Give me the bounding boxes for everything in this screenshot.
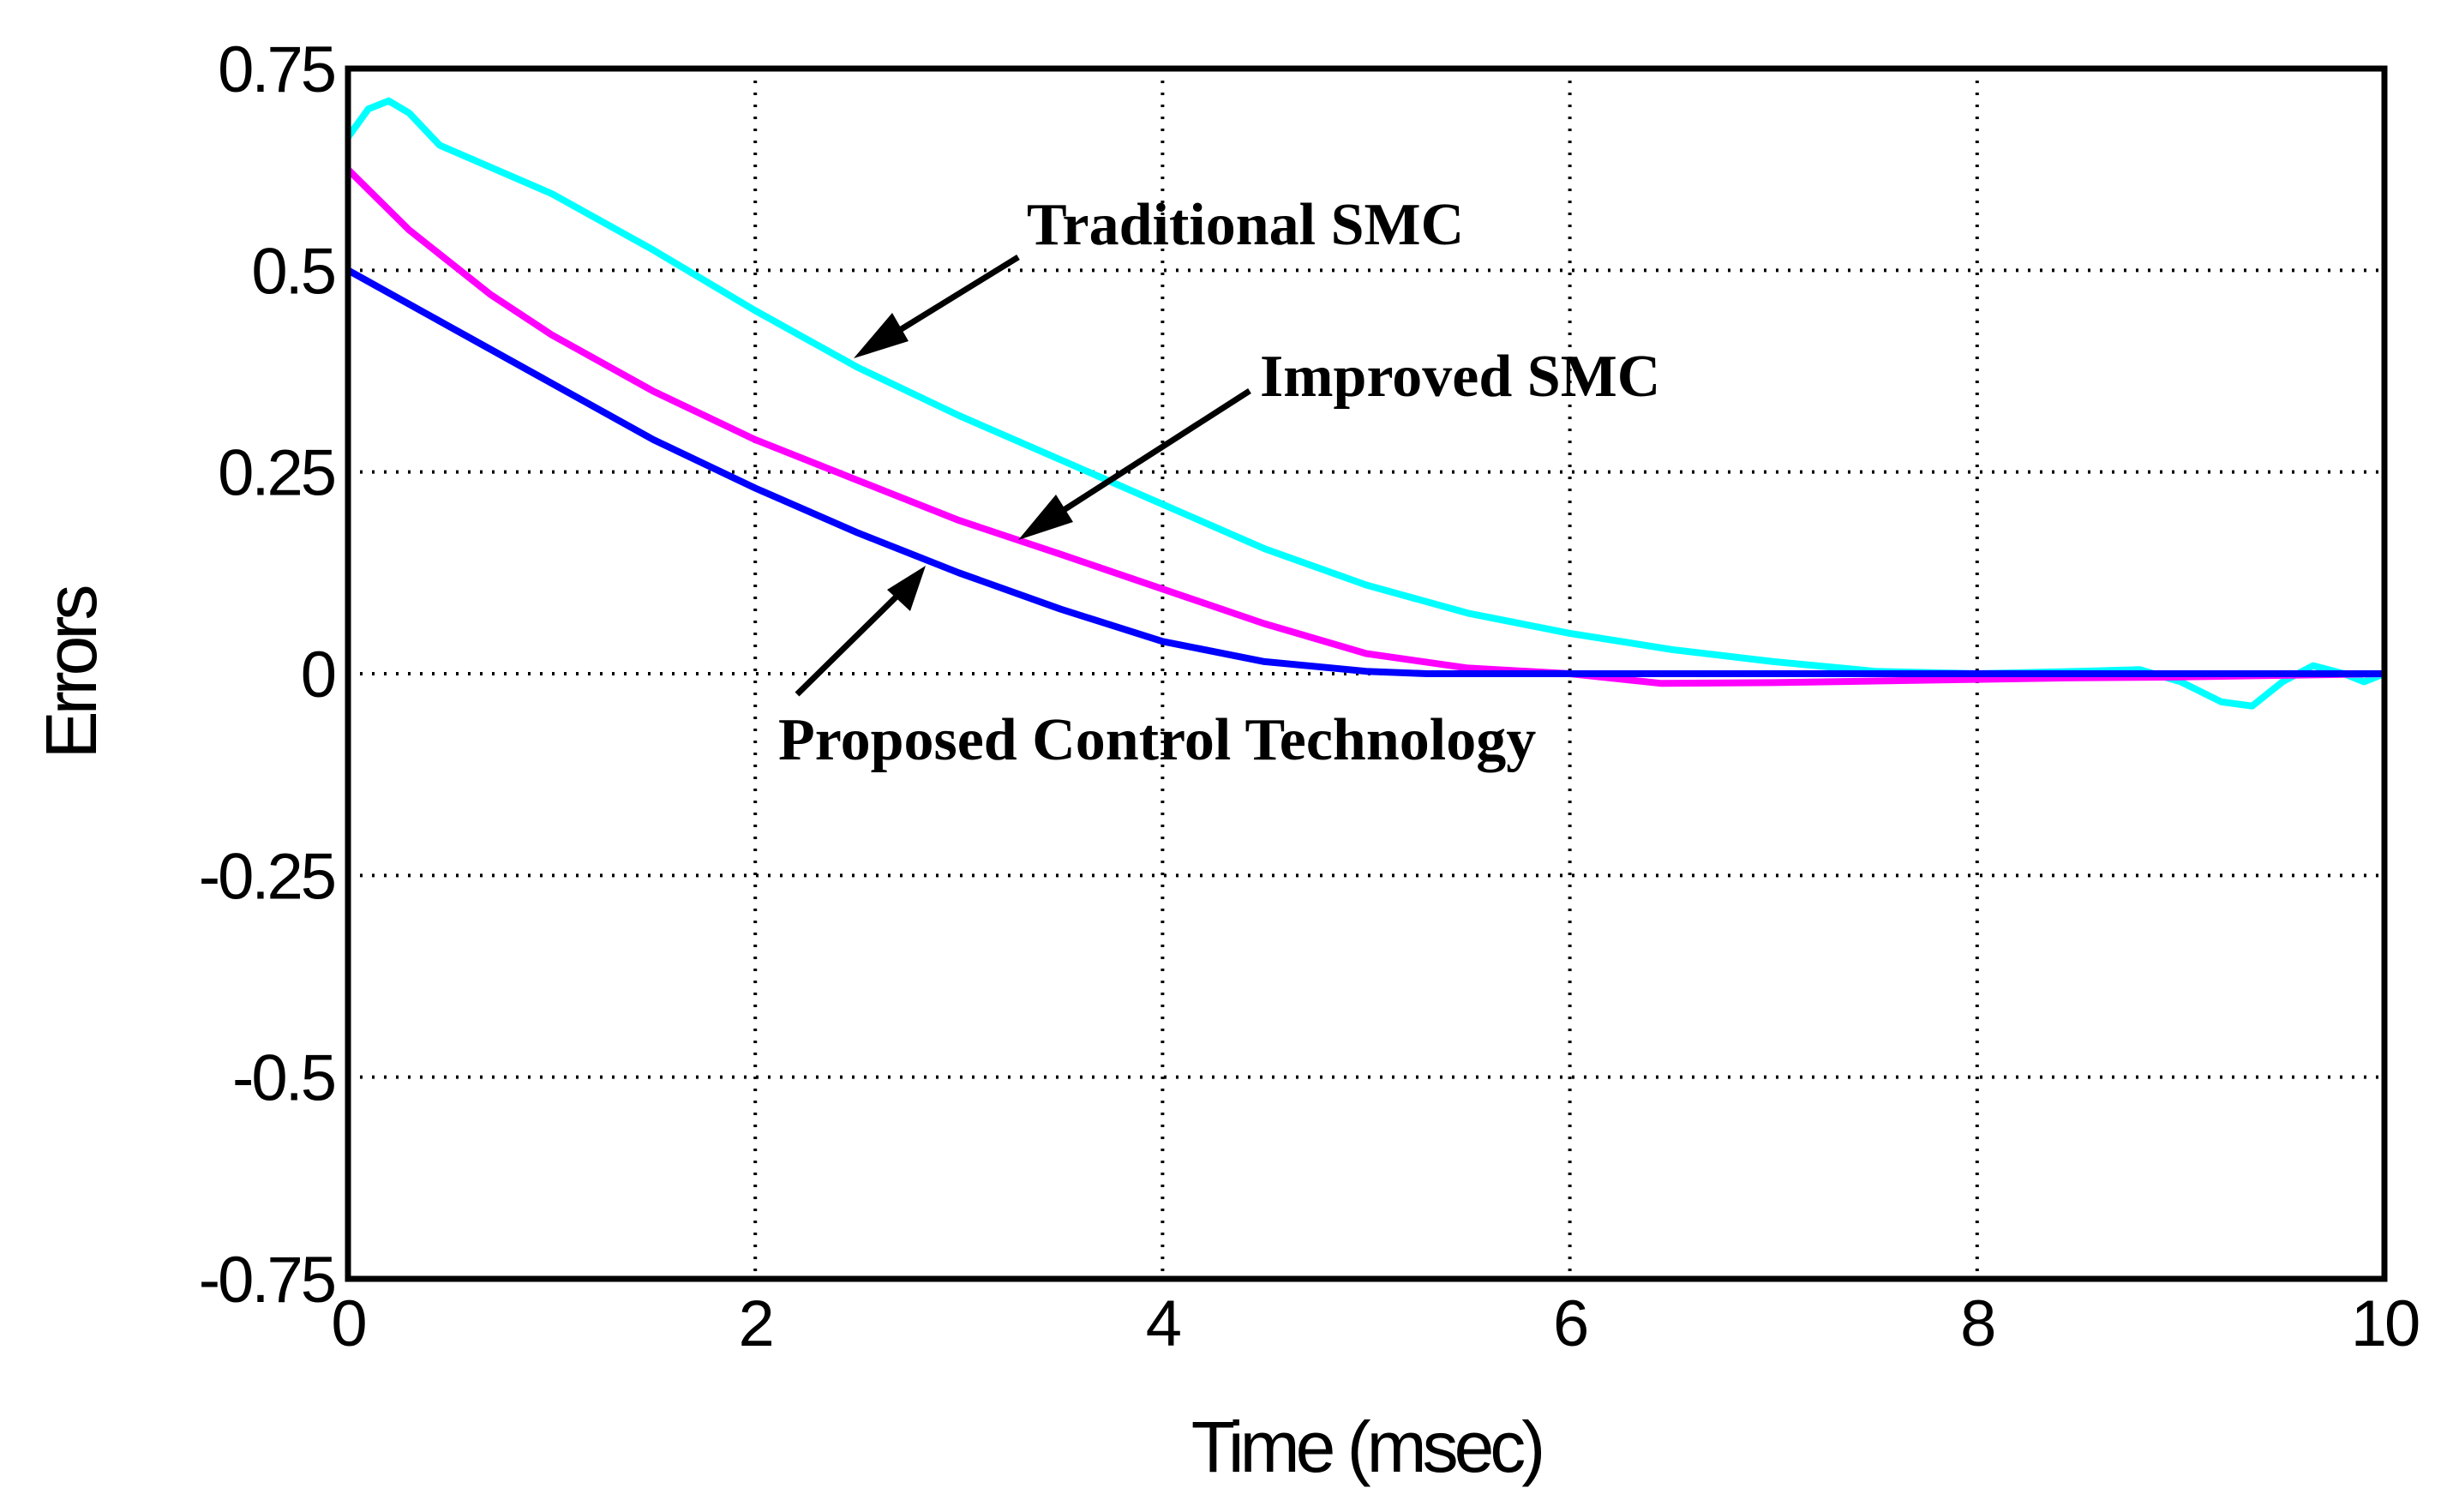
traditional-smc-label: Traditional SMC — [1027, 192, 1464, 258]
improved-smc-label: Improved SMC — [1260, 344, 1660, 410]
proposed-control-arrowhead — [887, 566, 926, 611]
series-line-improved-smc — [348, 165, 2384, 687]
traditional-smc-arrow — [883, 255, 1020, 342]
x-tick-label: 10 — [2351, 1287, 2419, 1360]
x-tick-label: 2 — [739, 1287, 772, 1360]
plot-frame — [345, 65, 2388, 1282]
improved-smc-arrowhead — [1018, 495, 1073, 540]
y-tick-label: -0.75 — [199, 1244, 335, 1317]
proposed-control-label: Proposed Control Technology — [778, 707, 1536, 773]
y-tick-label: -0.5 — [232, 1042, 335, 1115]
x-tick-label: 4 — [1146, 1287, 1181, 1360]
y-tick-label: 0.5 — [251, 235, 334, 308]
y-tick-label: 0 — [301, 639, 335, 711]
proposed-control-arrow — [795, 591, 903, 697]
grid — [348, 69, 2384, 1279]
x-tick-label: 0 — [331, 1287, 365, 1360]
y-tick-label: 0.75 — [218, 33, 335, 106]
y-tick-label: 0.25 — [218, 437, 335, 510]
annotations: Traditional SMC Improved SMC Proposed Co… — [778, 192, 1660, 773]
tick-labels: 0 2 4 6 8 10 0.75 0.5 0.25 0 -0.25 -0.5 -0.75 — [199, 33, 2421, 1360]
series-layer — [348, 97, 2384, 710]
x-tick-label: 8 — [1960, 1287, 1994, 1360]
series-line-proposed-control-technology — [348, 267, 2384, 677]
y-axis-title: Errors — [31, 587, 111, 759]
series-line-traditional-smc — [348, 97, 2384, 710]
x-axis-title: Time (msec) — [1191, 1407, 1542, 1487]
improved-smc-arrow — [1047, 388, 1251, 522]
y-tick-label: -0.25 — [199, 840, 335, 913]
x-tick-label: 6 — [1553, 1287, 1586, 1360]
traditional-smc-arrowhead — [854, 313, 909, 358]
